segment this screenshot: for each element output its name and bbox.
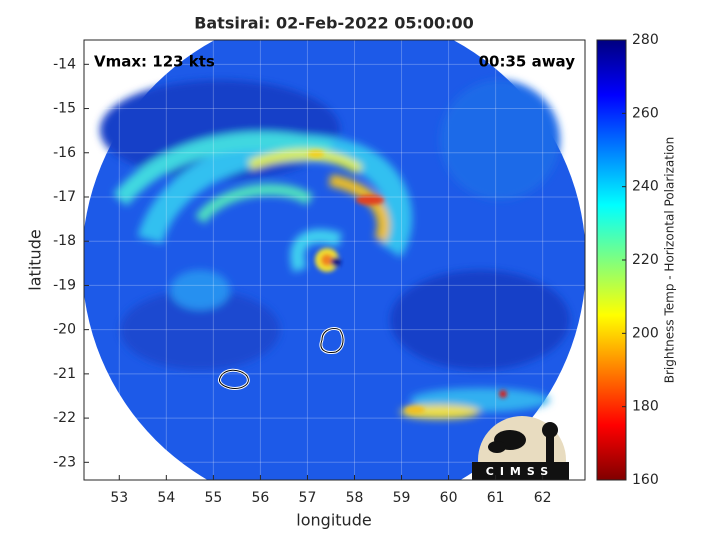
x-tick-label: 60 [440, 490, 458, 506]
x-tick-label: 62 [534, 490, 552, 506]
satellite-image [84, 40, 585, 480]
colorbar-tick-label: 160 [632, 472, 659, 488]
logo: CIMSS [472, 416, 569, 480]
x-tick-label: 55 [204, 490, 222, 506]
x-tick-label: 59 [393, 490, 411, 506]
colorbar-tick-label: 240 [632, 179, 659, 195]
y-tick-label: -17 [53, 189, 76, 205]
vmax-label: Vmax: 123 kts [94, 53, 215, 71]
x-tick-label: 58 [346, 490, 364, 506]
x-tick-label: 57 [299, 490, 317, 506]
colorbar-tick-label: 200 [632, 325, 659, 341]
grid [84, 40, 585, 480]
y-tick-label: -14 [53, 56, 76, 72]
x-tick-label: 56 [251, 490, 269, 506]
colorbar-tick-label: 220 [632, 252, 659, 268]
y-tick-label: -18 [53, 233, 76, 249]
x-tick-label: 53 [110, 490, 128, 506]
logo-text: CIMSS [486, 465, 554, 478]
y-tick-label: -21 [53, 366, 76, 382]
y-tick-label: -16 [53, 145, 76, 161]
y-tick-label: -23 [53, 454, 76, 470]
x-tick-label: 61 [487, 490, 505, 506]
y-tick-label: -22 [53, 410, 76, 426]
colorbar [596, 39, 627, 481]
colorbar-label: Brightness Temp - Horizontal Polarizatio… [663, 137, 677, 384]
x-tick-label: 54 [157, 490, 175, 506]
title: Batsirai: 02-Feb-2022 05:00:00 [194, 14, 474, 33]
y-axis-label: latitude [26, 229, 45, 290]
time-away-label: 00:35 away [479, 53, 576, 71]
colorbar-tick-label: 180 [632, 399, 659, 415]
y-tick-label: -19 [53, 277, 76, 293]
colorbar-tick-label: 260 [632, 105, 659, 121]
x-axis-label: longitude [296, 511, 371, 530]
y-tick-label: -15 [53, 101, 76, 117]
axes-box [83, 39, 586, 481]
colorbar-tick-label: 280 [632, 32, 659, 48]
y-tick-label: -20 [53, 322, 76, 338]
